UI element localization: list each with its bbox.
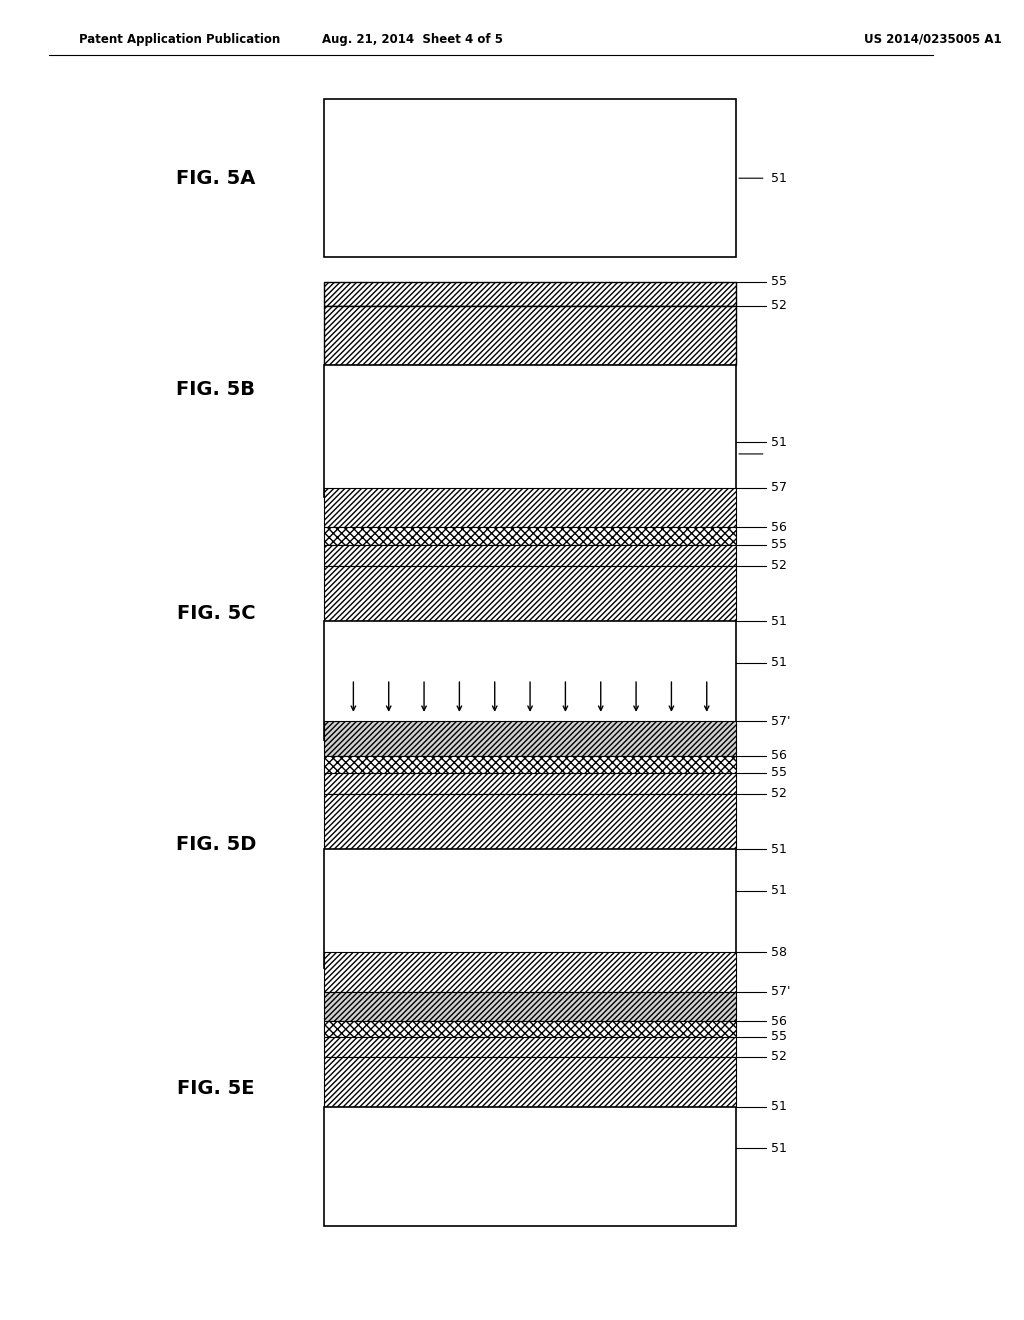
Text: 55: 55 xyxy=(771,276,786,288)
Text: 55: 55 xyxy=(771,767,786,779)
Text: 56: 56 xyxy=(771,750,786,762)
Text: 55: 55 xyxy=(771,539,786,550)
Text: FIG. 5B: FIG. 5B xyxy=(176,380,255,399)
Text: 57': 57' xyxy=(771,986,791,998)
Bar xyxy=(324,622,736,739)
Text: 57: 57 xyxy=(771,482,786,494)
Bar xyxy=(324,565,736,622)
Bar xyxy=(324,99,736,257)
Text: 51: 51 xyxy=(771,436,786,449)
Text: 51: 51 xyxy=(771,615,786,627)
Bar xyxy=(324,1038,736,1057)
Bar xyxy=(324,721,736,755)
Text: 51: 51 xyxy=(771,1101,786,1113)
Bar xyxy=(324,1022,736,1038)
Text: 51: 51 xyxy=(771,884,786,898)
Text: 51: 51 xyxy=(771,656,786,669)
Bar xyxy=(324,953,736,993)
Bar xyxy=(324,364,736,498)
Bar xyxy=(324,306,736,366)
Text: FIG. 5D: FIG. 5D xyxy=(176,836,256,854)
Text: 52: 52 xyxy=(771,788,786,800)
Bar xyxy=(324,1106,736,1226)
Text: Aug. 21, 2014  Sheet 4 of 5: Aug. 21, 2014 Sheet 4 of 5 xyxy=(322,33,503,46)
Text: 55: 55 xyxy=(771,1031,786,1043)
Text: 52: 52 xyxy=(771,300,786,312)
Text: FIG. 5E: FIG. 5E xyxy=(177,1080,255,1098)
Text: 56: 56 xyxy=(771,1015,786,1027)
Text: 52: 52 xyxy=(771,560,786,572)
Text: 51: 51 xyxy=(771,172,786,185)
Bar xyxy=(324,544,736,565)
Bar xyxy=(324,755,736,774)
Text: 51: 51 xyxy=(771,1142,786,1155)
Text: 51: 51 xyxy=(771,843,786,855)
Bar xyxy=(324,774,736,795)
Text: FIG. 5A: FIG. 5A xyxy=(176,169,256,187)
Bar xyxy=(324,528,736,544)
Bar xyxy=(324,281,736,306)
Bar xyxy=(324,993,736,1022)
Text: 56: 56 xyxy=(771,521,786,533)
Bar xyxy=(324,795,736,850)
Bar xyxy=(324,850,736,969)
Text: FIG. 5C: FIG. 5C xyxy=(177,605,255,623)
Bar xyxy=(324,1057,736,1106)
Text: 57': 57' xyxy=(771,715,791,727)
Bar xyxy=(324,487,736,527)
Text: 58: 58 xyxy=(771,946,786,958)
Text: Patent Application Publication: Patent Application Publication xyxy=(79,33,280,46)
Text: 52: 52 xyxy=(771,1051,786,1063)
Text: US 2014/0235005 A1: US 2014/0235005 A1 xyxy=(864,33,1001,46)
